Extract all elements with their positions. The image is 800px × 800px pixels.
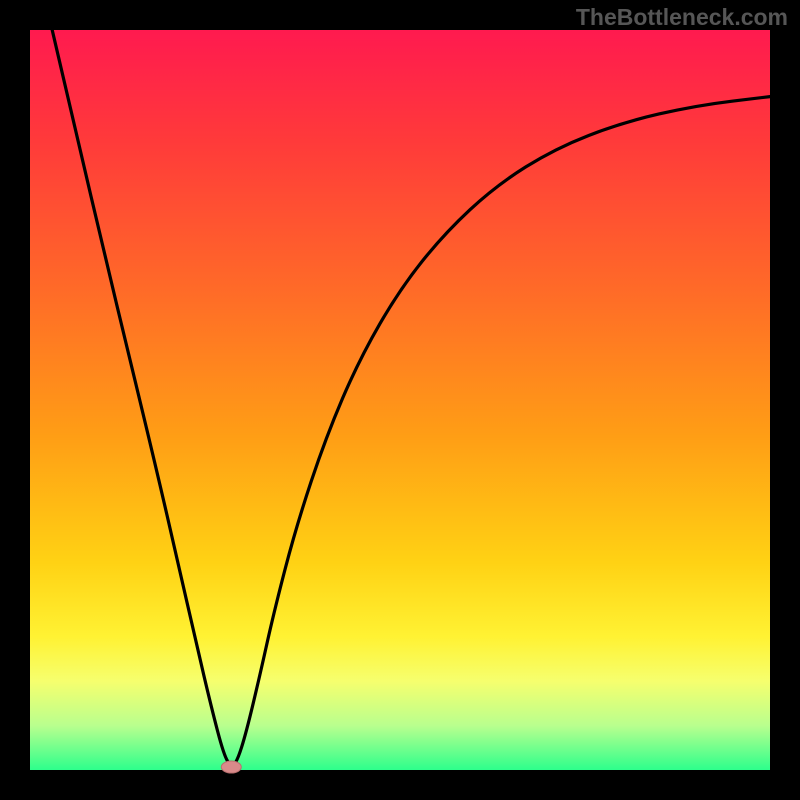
bottleneck-curve	[52, 30, 770, 765]
plot-area	[30, 30, 770, 770]
minimum-marker	[221, 761, 241, 773]
watermark-text: TheBottleneck.com	[576, 4, 788, 31]
chart-svg	[30, 30, 770, 770]
